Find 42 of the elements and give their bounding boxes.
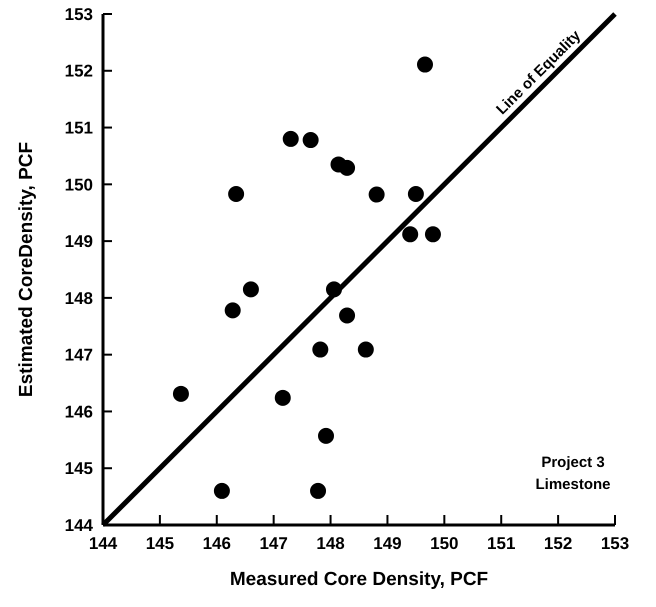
y-axis-title: Estimated CoreDensity, PCF	[16, 142, 37, 398]
point	[416, 56, 433, 73]
y-tick-label: 152	[64, 62, 93, 81]
y-tick-label: 149	[64, 232, 93, 252]
point	[339, 160, 356, 176]
y-tick-label: 145	[64, 459, 93, 478]
x-tick-label: 149	[373, 534, 402, 553]
y-tick-label: 153	[64, 4, 93, 24]
x-tick-label: 153	[600, 534, 630, 553]
point	[274, 390, 291, 406]
x-tick-label: 147	[259, 534, 288, 553]
point	[312, 342, 328, 358]
y-tick-label: 151	[64, 118, 93, 138]
point	[318, 428, 334, 444]
point	[358, 342, 374, 358]
x-tick-label: 152	[544, 534, 572, 553]
point	[282, 130, 299, 147]
point	[228, 186, 244, 202]
x-tick-label: 146	[202, 534, 231, 553]
point	[214, 482, 230, 499]
point	[424, 226, 441, 242]
point	[368, 186, 385, 203]
y-tick-label: 147	[64, 346, 93, 365]
point	[224, 302, 241, 318]
x-tick-label: 150	[430, 534, 459, 553]
point	[310, 482, 326, 499]
y-tick-label: 144	[64, 516, 94, 535]
y-tick-label: 146	[64, 402, 93, 422]
x-tick-label: 144	[88, 534, 118, 553]
point	[302, 132, 319, 148]
point	[402, 226, 418, 242]
x-tick-label: 148	[316, 534, 345, 553]
point	[339, 307, 356, 324]
x-tick-label: 145	[146, 534, 174, 553]
annotation: Project 3 Limestone	[535, 454, 611, 493]
point	[408, 186, 424, 202]
x-axis-title: Measured Core Density, PCF	[230, 569, 488, 590]
x-tick-label: 151	[487, 534, 516, 553]
y-tick-label: 148	[64, 288, 93, 308]
point	[242, 281, 259, 298]
y-tick-label: 150	[64, 175, 93, 194]
point	[172, 386, 189, 402]
